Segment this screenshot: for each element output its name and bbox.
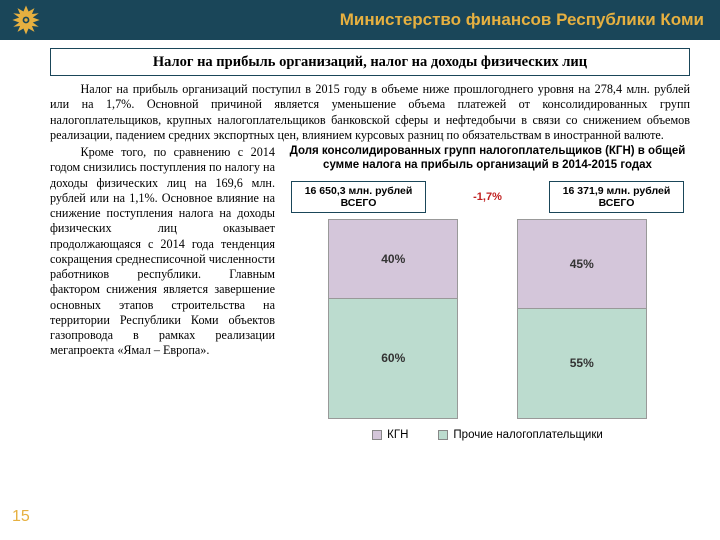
total-left: 16 650,3 млн. рублей ВСЕГО: [291, 181, 426, 213]
total-right: 16 371,9 млн. рублей ВСЕГО: [549, 181, 684, 213]
total-left-label: ВСЕГО: [298, 197, 419, 209]
chart-totals-row: 16 650,3 млн. рублей ВСЕГО -1,7% 16 371,…: [291, 181, 684, 213]
chart-area: Доля консолидированных групп налогоплате…: [285, 145, 690, 441]
left-column: Кроме того, по сравнению с 2014 годом сн…: [50, 145, 275, 441]
content: Налог на прибыль организаций поступил в …: [0, 82, 720, 441]
total-right-amount: 16 371,9 млн. рублей: [556, 185, 677, 197]
total-right-label: ВСЕГО: [556, 197, 677, 209]
bar-2015-top-label: 45%: [570, 257, 594, 271]
swatch-other-icon: [438, 430, 448, 440]
bar-2014-top: 40%: [329, 220, 457, 299]
bar-2014-bot-label: 60%: [381, 351, 405, 365]
bar-2015-bot: 55%: [518, 309, 646, 418]
paragraph-1: Налог на прибыль организаций поступил в …: [50, 82, 690, 143]
bar-2015-top: 45%: [518, 220, 646, 309]
bar-2014-top-label: 40%: [381, 252, 405, 266]
bar-2015-bot-label: 55%: [570, 356, 594, 370]
legend-kgn-label: КГН: [387, 429, 408, 441]
paragraph-2: Кроме того, по сравнению с 2014 годом сн…: [50, 145, 275, 359]
legend-item-other: Прочие налогоплательщики: [438, 429, 602, 441]
legend-other-label: Прочие налогоплательщики: [453, 429, 602, 441]
page-number: 15: [12, 508, 30, 526]
subtitle-box: Налог на прибыль организаций, налог на д…: [50, 48, 690, 76]
legend: КГН Прочие налогоплательщики: [285, 429, 690, 441]
header: Министерство финансов Республики Коми: [0, 0, 720, 40]
bars-container: 40% 60% 45% 55%: [299, 219, 676, 419]
chart-title: Доля консолидированных групп налогоплате…: [285, 145, 690, 177]
legend-item-kgn: КГН: [372, 429, 408, 441]
lower-row: Кроме того, по сравнению с 2014 годом сн…: [50, 145, 690, 441]
bar-2014-bot: 60%: [329, 299, 457, 418]
subtitle: Налог на прибыль организаций, налог на д…: [153, 54, 587, 70]
delta-label: -1,7%: [473, 191, 502, 203]
header-title: Министерство финансов Республики Коми: [340, 10, 712, 30]
bar-2015: 45% 55%: [517, 219, 647, 419]
bar-2014: 40% 60%: [328, 219, 458, 419]
total-left-amount: 16 650,3 млн. рублей: [298, 185, 419, 197]
swatch-kgn-icon: [372, 430, 382, 440]
logo-icon: [8, 2, 44, 38]
